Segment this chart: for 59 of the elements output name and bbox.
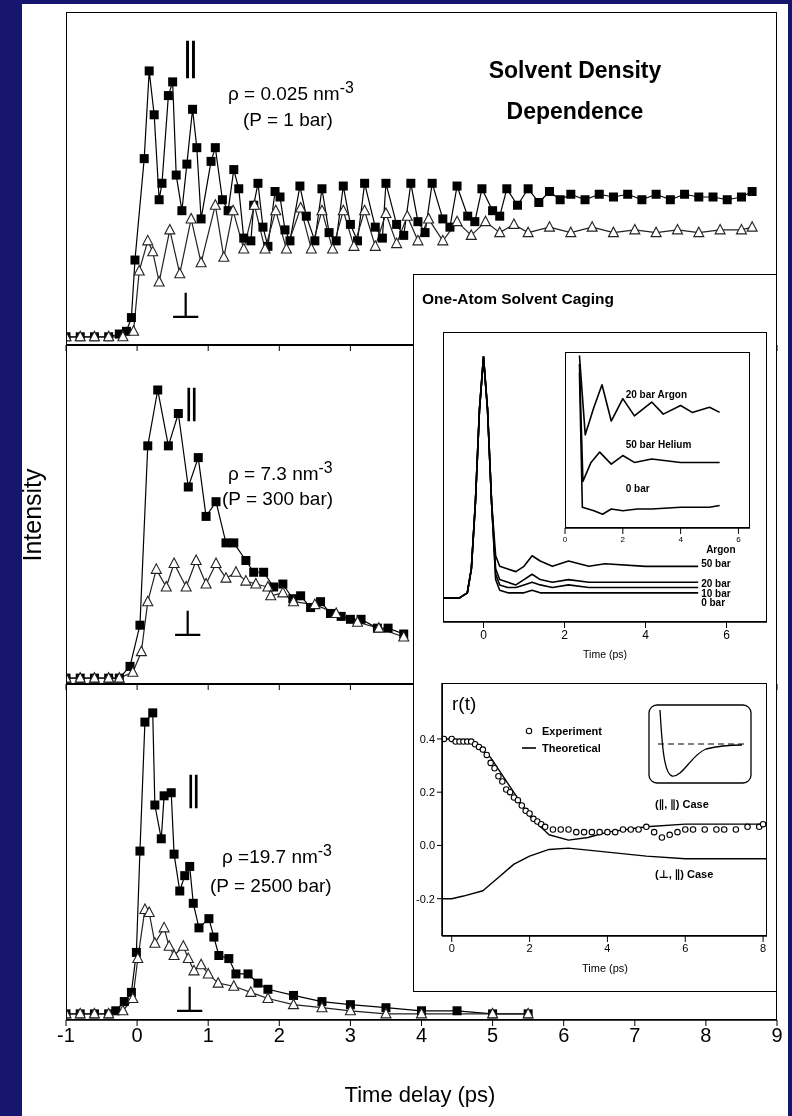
annotation: ρ =19.7 nm$^{-3}$	[222, 842, 332, 869]
x-tick-label: 6	[723, 627, 731, 642]
x-tick-label: 2	[620, 534, 626, 544]
series-label: 20 bar Argon	[625, 389, 688, 401]
series-label: 50 bar Helium	[625, 439, 692, 451]
x-tick-label: -1	[57, 1024, 75, 1047]
series-label: 0 bar	[625, 482, 650, 494]
x-tick-label: 6	[558, 1024, 570, 1047]
y-tick-label: 0.4	[419, 732, 435, 745]
x-tick-label: 9	[771, 1024, 783, 1047]
x-tick-label: 0	[131, 1024, 143, 1047]
annotation: ρ = 7.3 nm$^{-3}$	[228, 459, 333, 486]
series-label: 50 bar	[701, 558, 731, 570]
chart-title: One-Atom Solvent Caging	[422, 290, 615, 308]
x-tick-label: 4	[415, 1024, 428, 1047]
series-label: ∥	[183, 383, 200, 421]
annotation: (∥, ∥) Case	[655, 798, 709, 811]
annotation: Argon	[706, 544, 736, 556]
series-label: ⊥	[174, 979, 206, 1020]
x-tick-label: 6	[682, 941, 689, 954]
x-tick-label: 2	[526, 941, 533, 954]
y-tick-label: 0.2	[419, 786, 435, 799]
series-label: ⊥	[172, 603, 204, 644]
series-label: 20 bar	[701, 578, 731, 590]
y-tick-label: 0.0	[419, 839, 435, 852]
x-tick-label: 6	[736, 534, 742, 544]
x-axis-title: Time (ps)	[583, 648, 627, 661]
x-tick-label: 8	[700, 1024, 712, 1047]
x-tick-label: 0	[562, 534, 568, 544]
x-tick-label: 2	[273, 1024, 285, 1047]
x-tick-label: 4	[604, 941, 611, 954]
x-tick-label: 0	[480, 627, 488, 642]
x-tick-label: 1	[202, 1024, 214, 1047]
x-tick-label: 7	[629, 1024, 641, 1047]
x-axis-title: Time (ps)	[581, 962, 629, 975]
x-tick-label: 2	[561, 627, 569, 642]
annotation: r(t)	[452, 693, 477, 715]
series-label: ∥	[181, 36, 200, 78]
x-tick-label: 5	[487, 1024, 499, 1047]
x-tick-label: 3	[344, 1024, 356, 1047]
series-label: ⊥	[170, 285, 202, 326]
legend-label: Experiment	[542, 724, 602, 737]
series-label: 0 bar	[701, 596, 726, 608]
y-tick-label: -0.2	[416, 892, 435, 905]
annotation: (⊥, ∥) Case	[655, 868, 714, 881]
x-tick-label: 8	[760, 941, 767, 954]
x-tick-label: 0	[448, 941, 455, 954]
x-axis-title: Time delay (ps)	[344, 1082, 496, 1108]
annotation: ρ = 0.025 nm$^{-3}$	[228, 79, 354, 106]
chart-title: Solvent Density Dependence	[487, 56, 663, 127]
x-tick-label: 4	[678, 534, 684, 544]
x-tick-label: 4	[642, 627, 650, 642]
series-label: 10 bar	[701, 587, 731, 599]
legend-label: Theoretical	[542, 741, 601, 754]
annotation: (P = 2500 bar)	[210, 875, 332, 897]
series-label: ∥	[185, 770, 202, 808]
annotation: (P = 1 bar)	[243, 109, 333, 131]
y-axis-title: Intensity	[17, 468, 47, 562]
annotation: (P = 300 bar)	[222, 488, 334, 510]
